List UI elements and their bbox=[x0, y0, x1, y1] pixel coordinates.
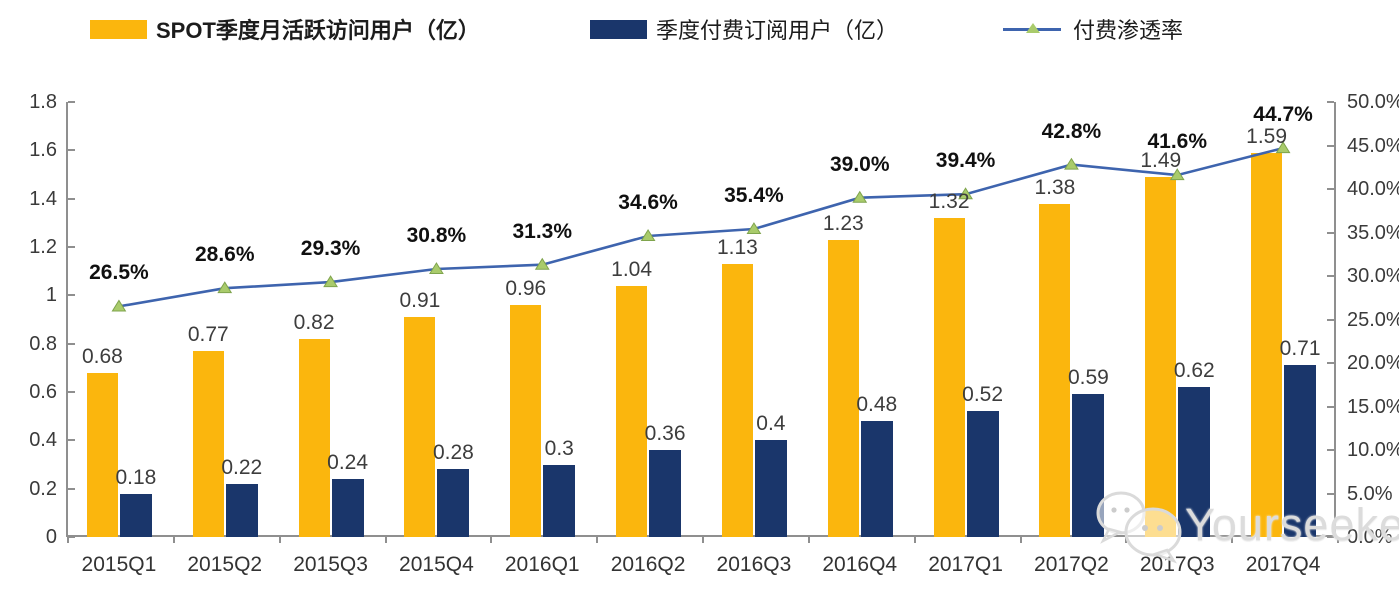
legend-item-subscribers: 季度付费订阅用户（亿） bbox=[590, 14, 898, 44]
x-axis-tick bbox=[1019, 537, 1022, 543]
left-axis-label: 1.4 bbox=[29, 187, 57, 210]
x-axis-category-label: 2016Q1 bbox=[504, 553, 580, 576]
x-axis-tick bbox=[172, 537, 175, 543]
right-axis-label: 25.0% bbox=[1347, 308, 1399, 331]
right-axis-tick bbox=[1327, 275, 1334, 277]
mau-swatch-icon bbox=[90, 19, 147, 39]
chart-legend: SPOT季度月活跃访问用户（亿） 季度付费订阅用户（亿） 付费渗透率 bbox=[0, 0, 1399, 55]
x-axis-tick bbox=[67, 537, 69, 543]
x-axis-tick bbox=[490, 537, 493, 543]
left-axis-label: 1.2 bbox=[29, 236, 57, 258]
left-axis-tick bbox=[68, 197, 75, 200]
left-axis-tick bbox=[68, 246, 75, 248]
left-axis-tick bbox=[68, 294, 75, 297]
right-axis-tick bbox=[1327, 362, 1334, 364]
right-axis-label: 35.0% bbox=[1347, 221, 1399, 244]
legend-label-penetration: 付费渗透率 bbox=[1073, 18, 1184, 43]
right-axis-tick bbox=[1327, 405, 1334, 408]
right-axis-label: 15.0% bbox=[1347, 395, 1399, 418]
right-axis-label: 5.0% bbox=[1347, 482, 1393, 505]
subscribers-swatch-icon bbox=[590, 19, 647, 39]
right-axis-tick bbox=[1327, 101, 1334, 103]
left-axis-label: 0.8 bbox=[29, 332, 57, 355]
x-axis-tick bbox=[702, 537, 704, 543]
right-axis-label: 10.0% bbox=[1347, 439, 1399, 461]
right-axis-tick bbox=[1327, 536, 1334, 538]
x-axis-category-label: 2015Q4 bbox=[399, 553, 474, 576]
right-axis-tick bbox=[1327, 231, 1334, 234]
triangle-marker-icon bbox=[1026, 22, 1040, 33]
left-axis-label: 1 bbox=[45, 284, 57, 307]
left-axis-label: 0 bbox=[45, 526, 57, 548]
left-axis-label: 1.6 bbox=[29, 139, 57, 162]
left-axis-label: 0.2 bbox=[29, 477, 57, 500]
left-axis-tick bbox=[68, 391, 75, 393]
right-axis-tick bbox=[1327, 449, 1334, 451]
left-axis-tick bbox=[68, 149, 75, 152]
legend-item-penetration: 付费渗透率 bbox=[1003, 14, 1183, 44]
right-axis-tick bbox=[1327, 144, 1334, 147]
x-axis-tick bbox=[596, 537, 599, 543]
line-marker-icon bbox=[1003, 22, 1061, 33]
x-axis-category-label: 2015Q1 bbox=[81, 553, 157, 576]
x-axis-tick bbox=[384, 537, 387, 543]
left-axis-tick bbox=[68, 101, 75, 103]
x-axis-category-label: 2017Q2 bbox=[1034, 553, 1109, 576]
x-axis-category-label: 2016Q4 bbox=[822, 553, 898, 576]
left-axis-label: 0.6 bbox=[29, 381, 57, 403]
legend-item-mau: SPOT季度月活跃访问用户（亿） bbox=[90, 14, 480, 44]
right-axis-tick bbox=[1327, 492, 1334, 495]
x-axis-tick bbox=[278, 537, 281, 543]
left-axis-label: 0.4 bbox=[29, 429, 57, 452]
x-axis-tick bbox=[1231, 537, 1234, 543]
x-axis-tick bbox=[1125, 537, 1128, 543]
x-axis-category-label: 2017Q4 bbox=[1245, 553, 1321, 576]
x-axis-category-label: 2015Q2 bbox=[187, 553, 263, 576]
left-axis-tick bbox=[68, 342, 75, 345]
x-axis-category-label: 2017Q3 bbox=[1139, 553, 1215, 576]
right-axis-label: 50.0% bbox=[1347, 91, 1399, 113]
legend-label-subscribers: 季度付费订阅用户（亿） bbox=[656, 18, 899, 43]
right-axis-tick bbox=[1327, 188, 1334, 190]
plot-area bbox=[66, 101, 1339, 543]
x-axis-tick bbox=[913, 537, 916, 543]
right-axis-tick bbox=[1327, 318, 1334, 321]
x-axis-tick bbox=[1337, 537, 1339, 543]
right-axis-label: 0.0% bbox=[1347, 526, 1393, 548]
right-axis-label: 40.0% bbox=[1347, 178, 1399, 200]
x-axis-category-label: 2015Q3 bbox=[293, 553, 368, 576]
right-axis-label: 45.0% bbox=[1347, 134, 1399, 157]
right-axis-label: 20.0% bbox=[1347, 352, 1399, 374]
x-axis-category-label: 2017Q1 bbox=[928, 553, 1003, 576]
x-axis-tick bbox=[807, 537, 810, 543]
x-axis-category-label: 2016Q3 bbox=[716, 553, 792, 576]
left-axis-tick bbox=[68, 536, 75, 538]
left-axis-tick bbox=[68, 487, 75, 490]
x-axis-category-label: 2016Q2 bbox=[610, 553, 686, 576]
left-axis-tick bbox=[68, 439, 75, 442]
left-axis-label: 1.8 bbox=[29, 91, 57, 113]
right-axis-label: 30.0% bbox=[1347, 265, 1399, 287]
legend-label-mau: SPOT季度月活跃访问用户（亿） bbox=[156, 18, 480, 43]
